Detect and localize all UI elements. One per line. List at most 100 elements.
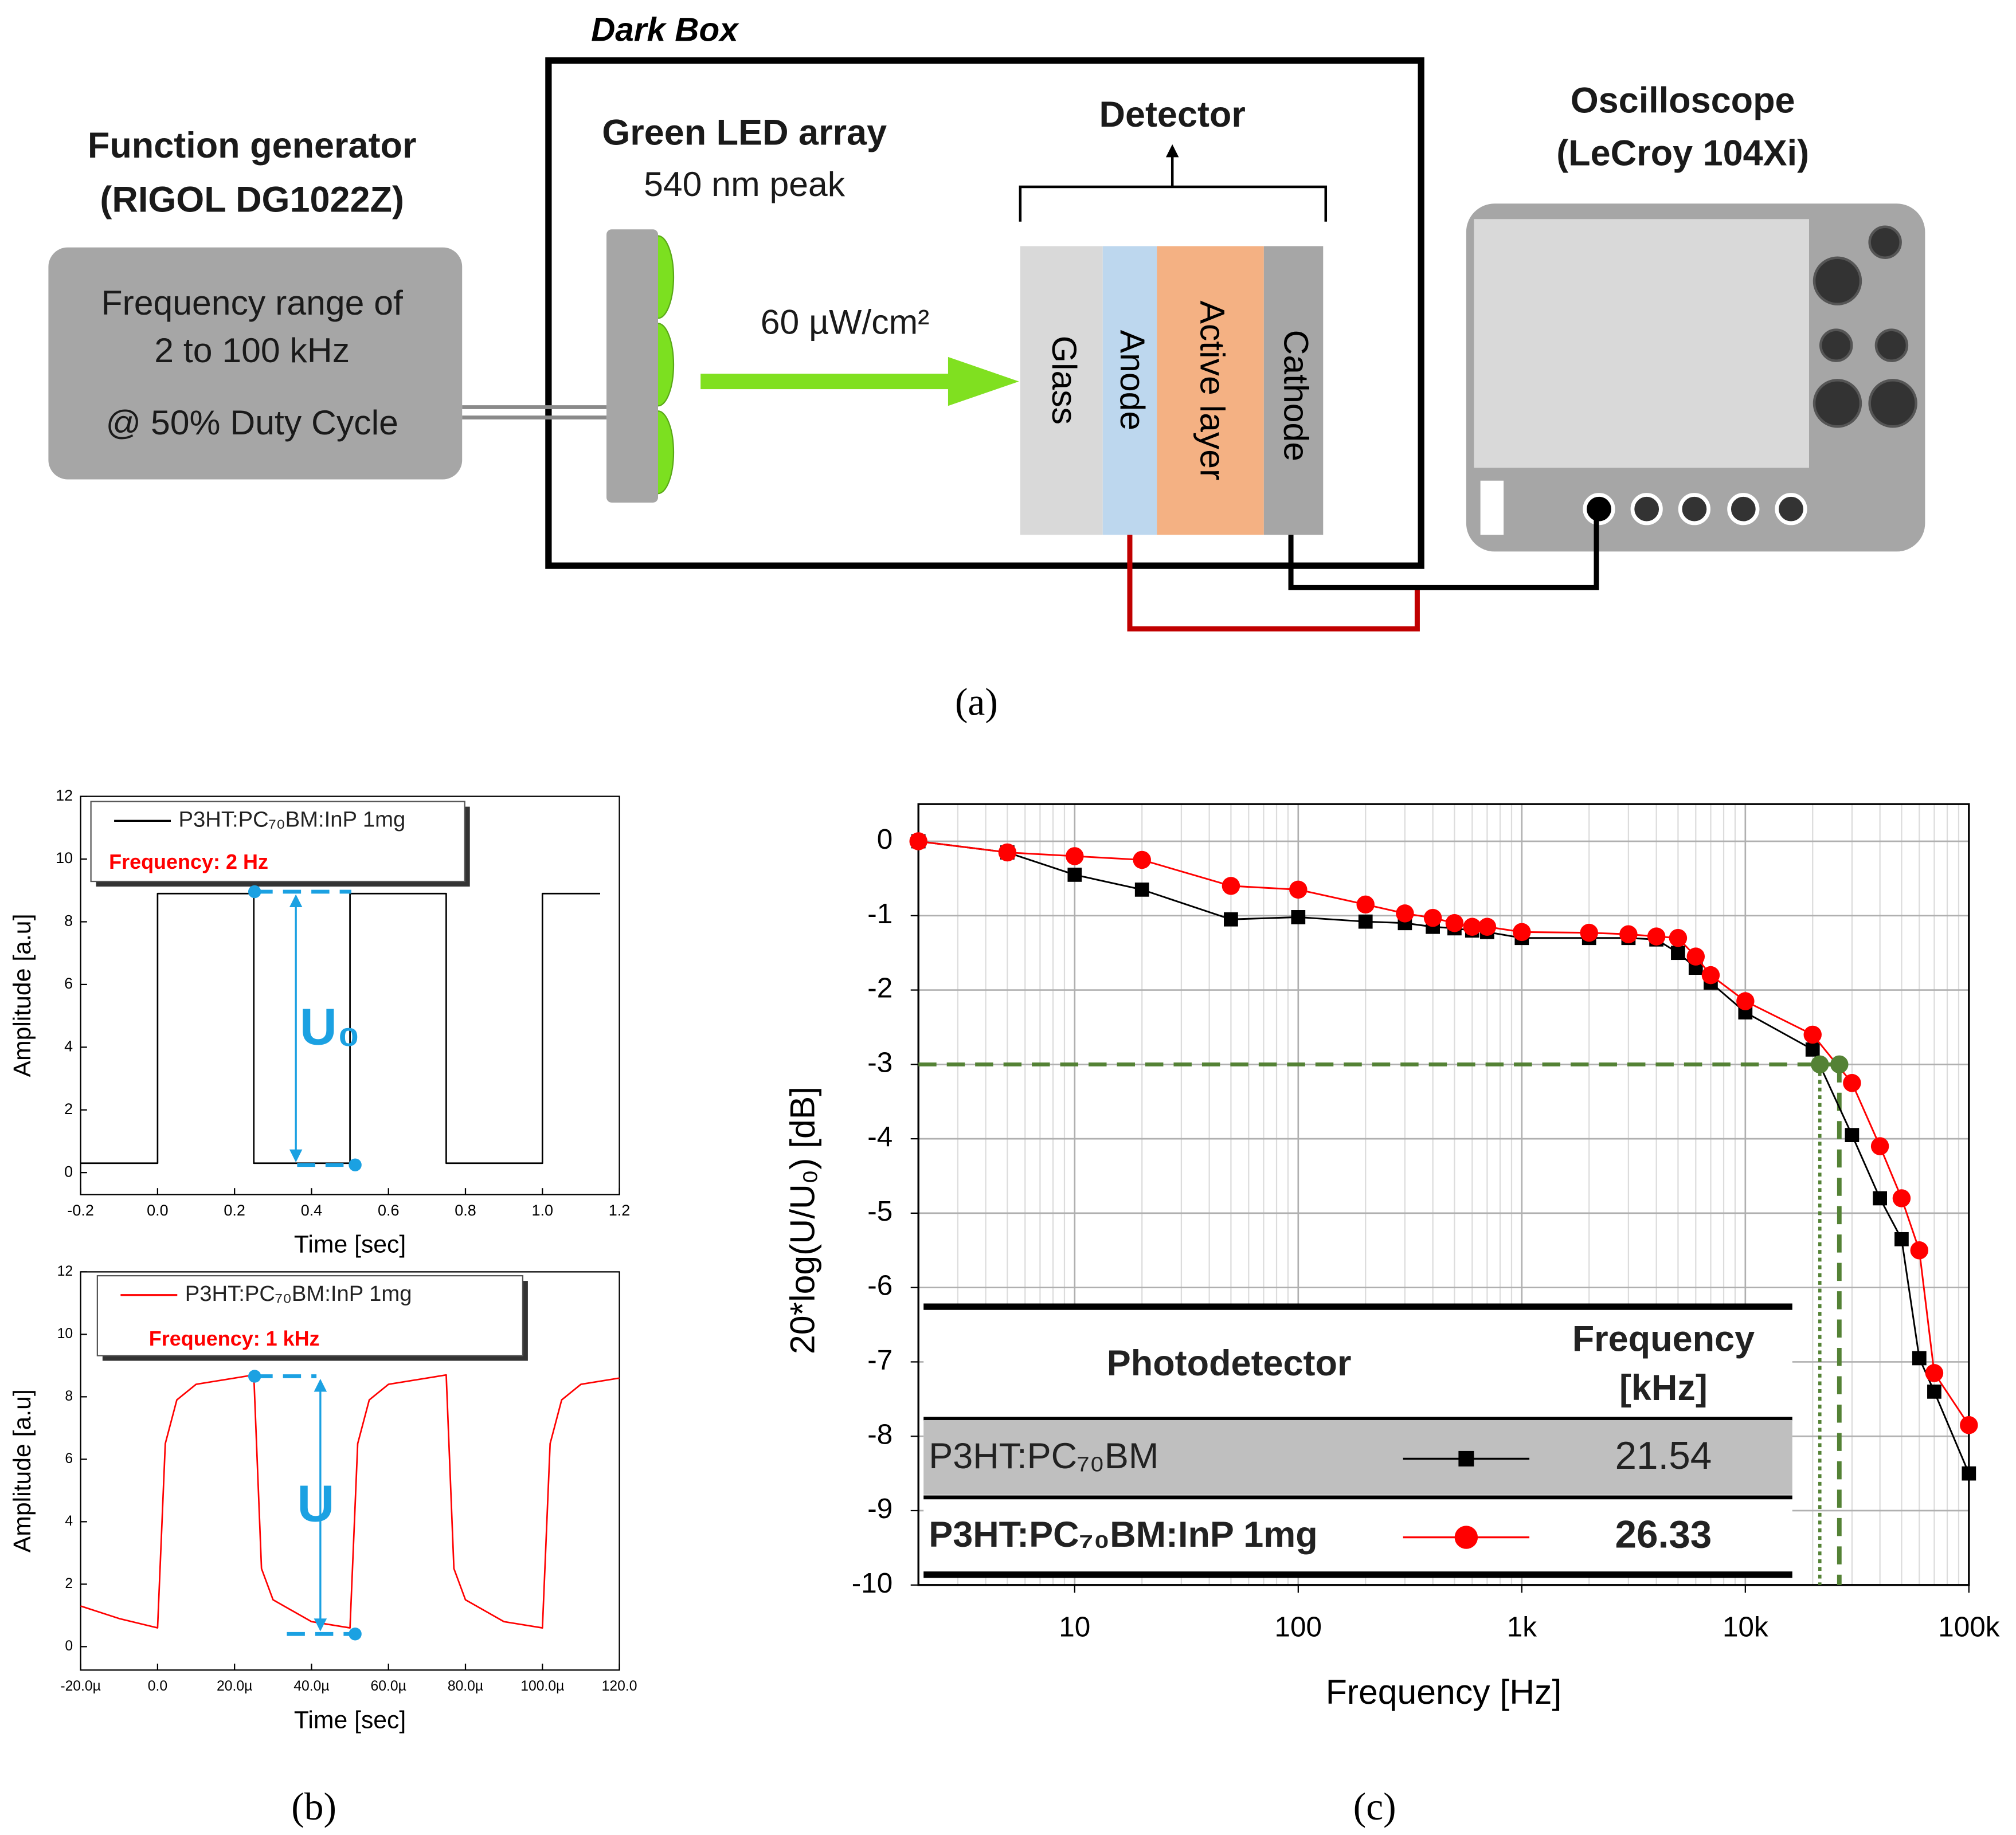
marker [909,832,927,850]
y-axis-label: Amplitude [a.u] [9,1389,36,1552]
delta-label: U [297,1476,334,1533]
marker [1222,877,1240,895]
port [1727,493,1760,526]
cathode-layer [1263,246,1324,535]
knob [1819,328,1853,362]
marker [1356,895,1375,914]
y-tick-label: -9 [867,1493,892,1524]
marker [1134,882,1149,897]
marker [1870,1137,1889,1155]
x-tick-label: 0.4 [301,1202,323,1219]
y-tick-label: -3 [867,1046,892,1078]
y-axis-label: 20*log(U/U₀) [dB] [782,1087,821,1354]
legend [96,1275,524,1356]
led-peak: 540 nm peak [644,164,845,203]
delta-dot [248,1370,261,1383]
y-axis-label: Amplitude [a.u] [9,914,36,1077]
legend [90,801,465,883]
marker [1423,908,1442,927]
knob [1868,225,1902,259]
table-header: Photodetector [1107,1343,1352,1383]
marker [1962,1466,1976,1481]
light-arrow [700,374,952,390]
marker [1133,850,1151,869]
plot-frame [80,1271,620,1671]
marker [1927,1384,1941,1399]
led-title: Green LED array [602,113,887,153]
series-line [80,892,600,1164]
marker [1671,946,1685,960]
y-tick-label: -5 [867,1195,892,1227]
layer-label: Active layer [1193,300,1232,480]
led-array [606,229,659,503]
panel-label: (a) [955,681,998,724]
delta-arrow-head [289,894,303,908]
marker [1291,910,1306,924]
table-name: P3HT:PC₇₀BM:InP 1mg [929,1515,1318,1555]
panel-label: (c) [1353,1785,1396,1828]
marker [1803,1025,1822,1044]
x-tick-label: 10k [1723,1611,1768,1642]
dark-box-label: Dark Box [591,11,739,49]
annotation: Frequency: 2 Hz [109,850,268,873]
glass-layer [1020,246,1103,535]
generator-model: (RIGOL DG1022Z) [100,180,404,220]
detector-bracket [1019,154,1328,222]
y-tick-label: 10 [56,849,73,866]
port-slot [1480,480,1504,535]
x-tick-label: 100 [1275,1611,1322,1642]
y-tick-label: -7 [867,1344,892,1376]
delta-arrow-head [289,1149,303,1163]
table-row-bg [923,1420,1792,1495]
port [1678,493,1710,526]
x-tick-label: 1.0 [532,1202,554,1219]
marker [1960,1416,1978,1434]
generator-text: 2 to 100 kHz [154,331,350,370]
generator-text: @ 50% Duty Cycle [106,403,398,442]
marker [1619,925,1638,943]
y-tick-label: 6 [64,975,73,992]
table-frequency: 26.33 [1615,1513,1712,1556]
marker [1289,880,1308,899]
marker [1067,868,1082,882]
marker [1845,1128,1860,1142]
knobs [1813,225,1917,428]
x-tick-label: 60.0µ [371,1679,406,1694]
y-tick-label: 6 [65,1451,73,1467]
marker [1066,847,1084,865]
y-tick-label: 8 [65,1389,73,1404]
y-tick-label: 0 [877,824,893,855]
generator-title: Function generator [88,126,417,166]
oscilloscope-model: (LeCroy 104Xi) [1556,134,1809,174]
x-tick-label: -0.2 [67,1202,93,1219]
y-tick-label: -1 [867,898,892,930]
y-tick-label: -4 [867,1121,892,1152]
layer-label: Glass [1045,336,1084,425]
marker [1873,1191,1887,1206]
y-tick-label: 10 [57,1326,73,1342]
marker [1513,923,1531,942]
marker [1843,1074,1861,1092]
marker [1805,1042,1820,1057]
y-tick-label: -2 [867,973,892,1004]
table-frequency: 21.54 [1615,1434,1712,1477]
x-tick-label: 100k [1938,1611,2000,1642]
y-tick-label: -6 [867,1270,892,1301]
y-tick-label: 2 [65,1576,73,1591]
x-tick-label: 0.2 [224,1202,245,1219]
marker [1736,992,1755,1010]
light-arrow-head [948,356,1019,406]
x-tick-label: 120.0 [602,1679,637,1694]
y-tick-label: 4 [65,1514,73,1529]
marker [1669,928,1688,947]
legend-label: P3HT:PC₇₀BM:InP 1mg [185,1281,412,1306]
delta-dot [248,885,261,899]
legend-marker [1458,1450,1474,1467]
delta-dot [349,1158,362,1171]
detector-title: Detector [1099,95,1246,135]
port [1630,493,1663,526]
x-tick-label: 80.0µ [448,1679,483,1694]
delta-dot [349,1627,362,1641]
x-axis-label: Frequency [Hz] [1326,1672,1562,1711]
